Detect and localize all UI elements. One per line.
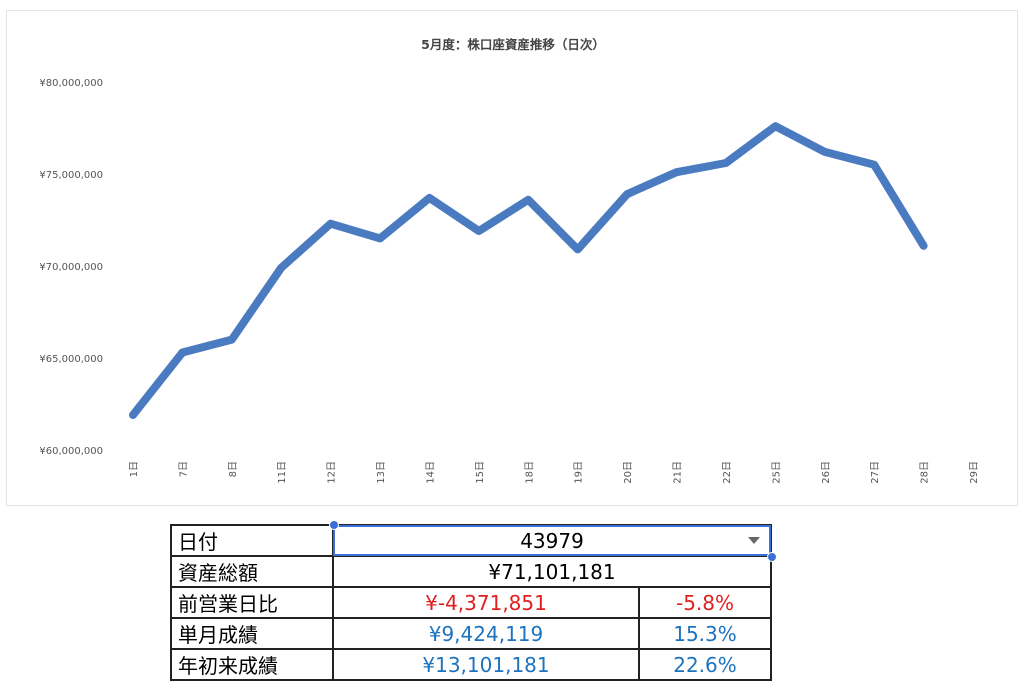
data-point [129,411,137,419]
x-axis: 1日 7日 8日 11日 12日 13日 14日 15日 18日 19日 20日 21日 22日 25日 2… [129,461,980,484]
x-tick-label: 11日 [277,461,288,484]
date-dropdown[interactable]: 43979 [332,524,772,557]
data-point [722,159,730,167]
month-pct: 15.3% [638,617,772,650]
y-tick-label: ¥65,000,000 [39,354,103,365]
data-point [920,242,928,250]
x-tick-label: 12日 [327,461,338,484]
x-tick-label: 15日 [475,461,486,484]
x-tick-label: 13日 [376,461,387,484]
data-point [623,190,631,198]
data-point [771,122,779,130]
line-chart: 5月度：株口座資産推移（日次） ¥60,000,000 ¥65,000,000 ¥7… [39,37,980,484]
chart-title: 5月度：株口座資産推移（日次） [421,37,605,52]
y-axis: ¥60,000,000 ¥65,000,000 ¥70,000,000 ¥75,000… [39,78,103,457]
data-point [425,194,433,202]
x-tick-label: 27日 [870,461,881,484]
dropdown-arrow-icon[interactable] [748,537,760,544]
table-row-month: 単月成績 ¥9,424,119 15.3% [170,617,772,650]
data-point [524,196,532,204]
selection-handle-bottom[interactable] [767,552,777,562]
series-line [129,122,928,419]
total-label: 資産総額 [170,555,334,588]
data-point [376,234,384,242]
prev-pct: -5.8% [638,586,772,619]
data-point [277,264,285,272]
x-tick-label: 8日 [228,461,239,477]
selection-handle-top[interactable] [329,520,339,530]
x-tick-label: 21日 [673,461,684,484]
y-tick-label: ¥75,000,000 [39,170,103,181]
x-tick-label: 19日 [574,461,585,484]
date-label: 日付 [170,524,334,557]
ytd-value: ¥13,101,181 [332,648,640,681]
x-tick-label: 20日 [623,461,634,484]
x-tick-label: 7日 [178,461,189,477]
x-tick-label: 18日 [524,461,535,484]
data-point [475,227,483,235]
table-row-prev: 前営業日比 ¥-4,371,851 -5.8% [170,586,772,619]
x-tick-label: 22日 [722,461,733,484]
table-row-date: 日付 43979 [170,524,772,557]
total-value: ¥71,101,181 [332,555,772,588]
y-tick-label: ¥60,000,000 [39,446,103,457]
prev-label: 前営業日比 [170,586,334,619]
ytd-pct: 22.6% [638,648,772,681]
y-tick-label: ¥70,000,000 [39,262,103,273]
x-tick-label: 29日 [969,461,980,484]
data-point [673,168,681,176]
series-group [129,122,928,419]
summary-table: 日付 43979 資産総額 ¥71,101,181 前営業日比 ¥-4,371,… [170,524,772,681]
x-tick-label: 14日 [425,461,436,484]
table-row-ytd: 年初来成績 ¥13,101,181 22.6% [170,648,772,681]
x-tick-label: 25日 [771,461,782,484]
date-value: 43979 [520,528,584,553]
month-label: 単月成績 [170,617,334,650]
x-tick-label: 1日 [129,461,140,477]
ytd-label: 年初来成績 [170,648,334,681]
chart-card: 5月度：株口座資産推移（日次） ¥60,000,000 ¥65,000,000 ¥7… [6,10,1018,506]
x-tick-label: 28日 [920,461,931,484]
data-point [228,336,236,344]
data-point [821,148,829,156]
table-row-total: 資産総額 ¥71,101,181 [170,555,772,588]
data-point [327,220,335,228]
data-point [870,161,878,169]
data-point [574,245,582,253]
data-point [178,348,186,356]
x-tick-label: 26日 [821,461,832,484]
month-value: ¥9,424,119 [332,617,640,650]
prev-value: ¥-4,371,851 [332,586,640,619]
y-tick-label: ¥80,000,000 [39,78,103,89]
